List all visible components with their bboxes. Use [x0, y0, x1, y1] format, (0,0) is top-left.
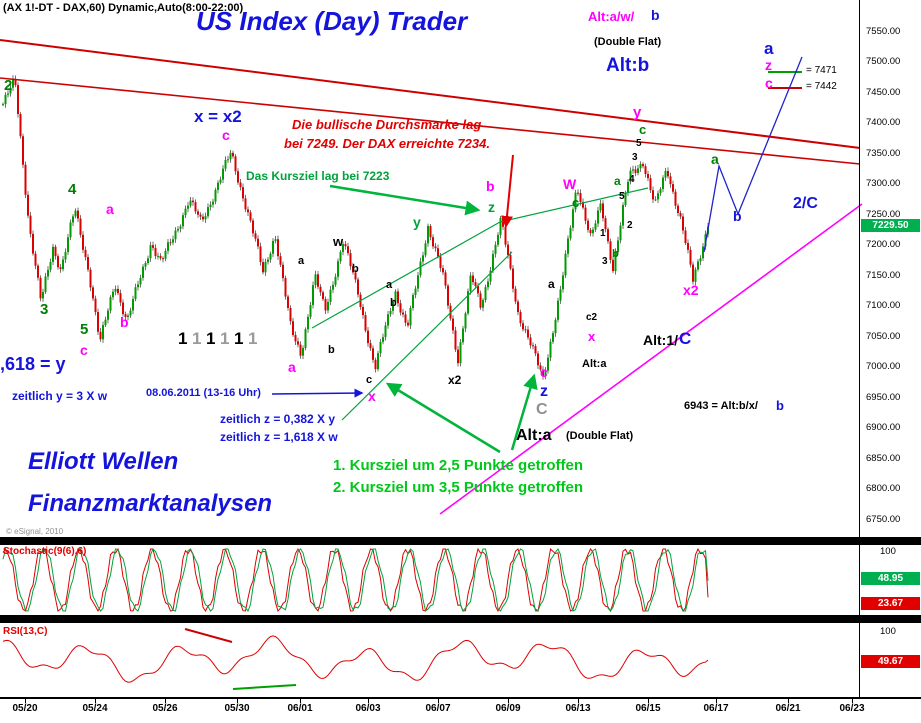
price-label-7050.00: 7050.00: [866, 331, 901, 342]
arrow-reached: [501, 154, 514, 228]
arrow-target-2: [510, 373, 538, 451]
rsi-green-segment: [232, 684, 297, 690]
stochastic-value-badge-0: 48.95: [861, 572, 920, 585]
price-label-7100.00: 7100.00: [866, 300, 901, 311]
arrow-date: [271, 388, 364, 398]
support-magenta: [439, 203, 863, 515]
date-tick: [237, 699, 238, 703]
date-label-06-13: 06/13: [565, 703, 591, 714]
indicator-axes[interactable]: [860, 546, 921, 697]
date-tick: [368, 699, 369, 703]
candlesticks: [2, 75, 709, 380]
price-label-7300.00: 7300.00: [866, 178, 901, 189]
stochastic-value-badge-1: 23.67: [861, 597, 920, 610]
channel-lower-green: [341, 251, 513, 421]
date-label-05-20: 05/20: [12, 703, 38, 714]
price-label-7200.00: 7200.00: [866, 239, 901, 250]
date-tick: [438, 699, 439, 703]
date-tick: [852, 699, 853, 703]
date-label-05-30: 05/30: [224, 703, 250, 714]
arrow-kursziel: [329, 184, 481, 216]
date-label-06-09: 06/09: [495, 703, 521, 714]
stochastic-k-line: [2, 547, 709, 613]
date-label-05-26: 05/26: [152, 703, 178, 714]
rsi-red-segment: [184, 628, 233, 643]
date-tick: [508, 699, 509, 703]
resistance-upper-red: [0, 39, 861, 149]
price-label-6800.00: 6800.00: [866, 483, 901, 494]
panel-separator-1: [0, 537, 921, 545]
stochastic-indicator-label: Stochastic(9(6),6): [3, 546, 87, 557]
price-label-6850.00: 6850.00: [866, 453, 901, 464]
price-label-7450.00: 7450.00: [866, 87, 901, 98]
rsi-indicator-label: RSI(13,C): [3, 626, 48, 637]
panel-separator-3: [0, 697, 921, 699]
price-label-7000.00: 7000.00: [866, 361, 901, 372]
date-tick: [788, 699, 789, 703]
date-label-06-03: 06/03: [355, 703, 381, 714]
price-label-6750.00: 6750.00: [866, 514, 901, 525]
page-title: US Index (Day) Trader: [196, 6, 468, 36]
rsi-axis-value: 100: [880, 626, 896, 637]
copyright-label: © eSignal, 2010: [6, 527, 64, 536]
date-tick: [165, 699, 166, 703]
channel-upper-green: [311, 221, 501, 329]
date-label-06-15: 06/15: [635, 703, 661, 714]
date-label-05-24: 05/24: [82, 703, 108, 714]
price-label-7150.00: 7150.00: [866, 270, 901, 281]
instrument-title: (AX 1!-DT - DAX,60) Dynamic,Auto(8:00-22…: [3, 2, 244, 14]
price-label-6950.00: 6950.00: [866, 392, 901, 403]
price-label-7500.00: 7500.00: [866, 56, 901, 67]
arrow-target-1: [385, 382, 501, 454]
date-label-06-01: 06/01: [287, 703, 313, 714]
price-label-6900.00: 6900.00: [866, 422, 901, 433]
last-price-badge: 7229.50: [861, 219, 920, 232]
date-tick: [300, 699, 301, 703]
price-label-7350.00: 7350.00: [866, 148, 901, 159]
rsi-line: [2, 635, 709, 683]
date-tick: [716, 699, 717, 703]
date-tick: [25, 699, 26, 703]
projected-path: [703, 56, 803, 253]
price-label-7400.00: 7400.00: [866, 117, 901, 128]
panel-separator-2: [0, 615, 921, 623]
price-axis-divider: [859, 0, 860, 699]
price-label-7250.00: 7250.00: [866, 209, 901, 220]
date-label-06-21: 06/21: [775, 703, 801, 714]
rsi-value-badge-0: 49.67: [861, 655, 920, 668]
date-tick: [648, 699, 649, 703]
stochastic-axis-value: 100: [880, 546, 896, 557]
date-label-06-23: 06/23: [839, 703, 865, 714]
date-tick: [95, 699, 96, 703]
date-label-06-07: 06/07: [425, 703, 451, 714]
resistance-lower-red: [0, 77, 861, 165]
date-label-06-17: 06/17: [703, 703, 729, 714]
stochastic-d-line: [2, 547, 709, 613]
price-label-7550.00: 7550.00: [866, 26, 901, 37]
date-tick: [578, 699, 579, 703]
channel-ext-green: [499, 187, 649, 223]
